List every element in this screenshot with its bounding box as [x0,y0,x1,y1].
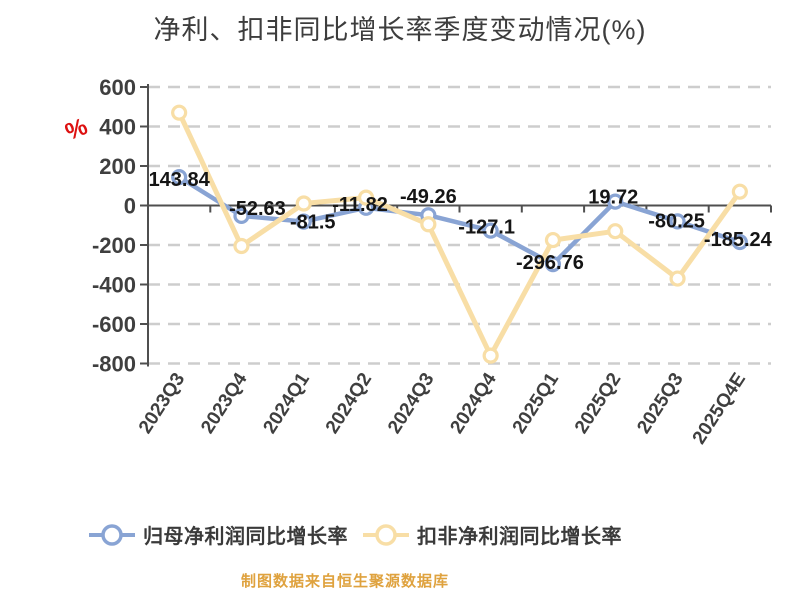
x-axis-label-2023Q4: 2023Q4 [197,369,252,438]
net-profit-point-2023Q4 [233,207,250,224]
chart-title: 净利、扣非同比增长率季度变动情况(%) [153,15,647,45]
x-axis-label-2024Q1: 2024Q1 [260,369,315,438]
data-label-2024Q3: -49.26 [400,186,457,208]
net-profit-point-2025Q4E [731,233,748,251]
non-recurring-point-2024Q1 [295,195,312,212]
x-axis-label-2025Q3: 2025Q3 [633,369,687,437]
y-axis-tick-label: -400 [92,273,136,298]
non-recurring-point-2025Q1 [544,231,562,249]
data-label-2025Q1: -296.76 [516,252,584,274]
x-axis-label-2023Q3: 2023Q3 [135,369,189,437]
y-axis-tick-label: 400 [99,115,136,140]
y-axis-tick-label: -200 [92,233,136,258]
y-axis-tick-label: 0 [124,194,136,219]
legend-label-net-profit: 归母净利润同比增长率 [143,526,348,548]
non-recurring-point-2023Q4 [233,237,250,255]
net-profit-point-2023Q3 [171,168,188,186]
data-label-2025Q2: 19.72 [588,187,638,209]
non-recurring-point-2025Q3 [669,270,686,287]
x-axis-label-2025Q1: 2025Q1 [509,369,564,438]
y-axis-tick-label: -800 [92,352,136,377]
y-axis-tick-label: -600 [92,312,136,337]
net-profit-point-2024Q4 [482,222,499,239]
non-recurring-point-2024Q4 [482,347,499,364]
legend-item-non-recurring: 扣非净利润同比增长率 [362,520,622,549]
net-profit-point-2025Q2 [607,193,624,210]
net-profit-growth-line [176,174,743,267]
legend-item-net-profit: 归母净利润同比增长率 [88,520,348,549]
yellow-line-marker-icon [363,523,409,546]
x-axis-label-2025Q4E: 2025Q4E [689,369,750,448]
x-axis-label-2025Q2: 2025Q2 [571,369,625,437]
net-profit-point-2025Q3 [669,213,686,230]
non-recurring-point-2023Q3 [171,104,188,121]
data-label-2025Q3: -80.25 [648,210,705,232]
data-source-caption: 制图数据来自恒生聚源数据库 [240,573,449,590]
net-profit-point-2025Q1 [544,256,562,273]
x-axis-label-2024Q4: 2024Q4 [446,369,501,438]
x-axis-label-2024Q3: 2024Q3 [384,369,438,437]
chart-legend: 归母净利润同比增长率 扣非净利润同比增长率 [88,520,622,549]
non-recurring-point-2025Q2 [607,223,624,240]
x-axis-label-2024Q2: 2024Q2 [322,369,376,437]
data-label-2024Q1: -81.5 [290,212,336,234]
data-label-2025Q4E: -185.24 [704,229,773,251]
data-label-2024Q2: -11.82 [332,194,388,216]
non-recurring-point-2024Q2 [357,189,375,206]
data-label-2024Q4: -127.1 [458,217,515,239]
net-profit-point-2024Q1 [295,213,312,230]
legend-label-non-recurring: 扣非净利润同比增长率 [417,526,622,548]
y-axis-tick-label: 600 [99,75,136,100]
y-axis-tick-label: 200 [99,154,136,179]
data-label-2023Q3: 143.84 [149,169,211,191]
non-recurring-growth-line [176,110,743,359]
non-recurring-point-2025Q4E [731,183,748,200]
data-label-2023Q4: -52.63 [229,198,286,220]
non-recurring-point-2024Q3 [420,216,437,233]
blue-line-marker-icon [89,523,135,546]
